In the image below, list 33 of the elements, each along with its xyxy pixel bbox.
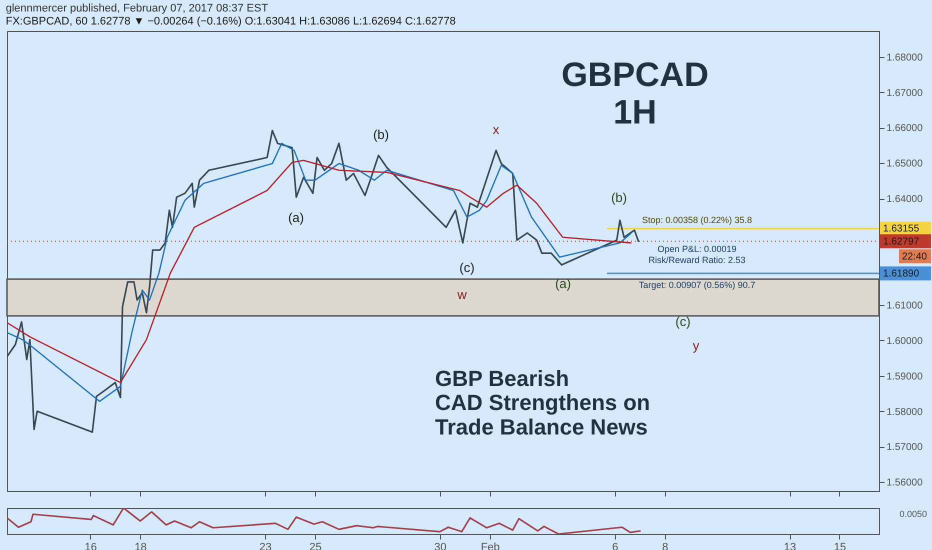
y-tick-label: 1.61000 (886, 300, 924, 312)
ref-line-label: 1.61890 (883, 268, 920, 280)
annotation: y (692, 338, 700, 353)
annotation: w (456, 287, 468, 302)
annotation: (c) (459, 260, 475, 275)
y-tick-label: 1.64000 (886, 194, 924, 206)
y-tick-label: 1.58000 (886, 406, 924, 418)
annotation: Open P&L: 0.00019 (657, 244, 737, 254)
chart-subtitle: FX:GBPCAD, 60 1.62778 ▼ −0.00264 (−0.16%) O:1.63041 H:1.63086 L:1.62694 C:1.62778 (6, 16, 456, 28)
annotation: (b) (611, 190, 627, 205)
text: 0.0050 (899, 509, 927, 519)
annotation: (a) (555, 276, 571, 291)
text: 22:40 (902, 251, 928, 262)
y-tick-label: 1.59000 (886, 371, 924, 382)
annotation: Stop: 0.00358 (0.22%) 35.8 (642, 215, 752, 225)
y-tick-label: 1.67000 (886, 88, 924, 99)
annotation: (c) (675, 314, 691, 329)
y-tick-label: 1.68000 (886, 52, 924, 64)
annotation: (b) (373, 127, 389, 142)
annotation: x (492, 122, 500, 137)
annotation: Target: 0.00907 (0.56%) 90.7 (638, 280, 756, 290)
annotation: (a) (288, 210, 304, 225)
annotation: Risk/Reward Ratio: 2.53 (648, 255, 746, 265)
chart-title: glennmercer published, February 07, 2017 08:37 EST (6, 2, 268, 14)
ref-line-label: 1.62797 (883, 236, 920, 248)
y-tick-label: 1.65000 (886, 158, 924, 170)
y-tick-label: 1.56000 (886, 478, 924, 489)
y-tick-label: 1.66000 (886, 123, 924, 134)
annotation: GBPCAD 1H (561, 56, 709, 132)
y-tick-label: 1.57000 (886, 442, 924, 454)
ref-line-label: 1.63155 (883, 224, 920, 235)
y-tick-label: 1.60000 (886, 336, 924, 347)
annotation: GBP Bearish CAD Strengthens on Trade Balance News (435, 366, 650, 440)
